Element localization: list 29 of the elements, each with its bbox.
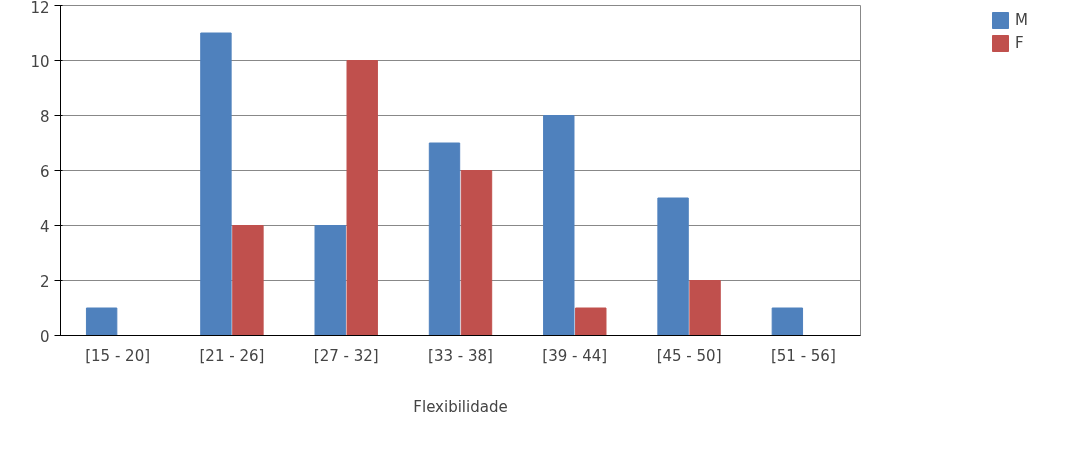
bar: [200, 32, 232, 336]
bar: [689, 280, 721, 336]
bar: [428, 142, 461, 336]
y-tick-label: 10: [30, 52, 50, 71]
bar: [543, 115, 575, 336]
bar: [314, 225, 346, 336]
bar: [232, 225, 264, 336]
bar: [575, 307, 607, 336]
y-tick-label: 4: [39, 217, 50, 236]
y-tick-label: 12: [30, 0, 50, 17]
x-tick-label: [15 - 20]: [85, 346, 151, 365]
legend-label: F: [1015, 34, 1025, 52]
y-tick-label: 0: [39, 327, 50, 346]
x-tick-label: [45 - 50]: [656, 346, 722, 365]
x-tick-label: [51 - 56]: [770, 346, 836, 365]
bar: [771, 307, 804, 336]
y-tick-label: 6: [39, 162, 50, 181]
x-tick-label: [33 - 38]: [428, 346, 493, 365]
x-tick-label: [27 - 32]: [313, 346, 379, 365]
bar: [85, 307, 118, 336]
y-tick-label: 2: [39, 272, 50, 291]
x-tick-label: [21 - 26]: [199, 346, 265, 365]
x-tick-label: [39 - 44]: [542, 346, 608, 365]
bar: [346, 60, 378, 336]
y-tick-label: 8: [39, 107, 50, 126]
bar: [460, 170, 493, 336]
legend-label: M: [1015, 11, 1029, 29]
bar: [657, 197, 689, 336]
x-axis-title: Flexibilidade: [413, 397, 508, 416]
